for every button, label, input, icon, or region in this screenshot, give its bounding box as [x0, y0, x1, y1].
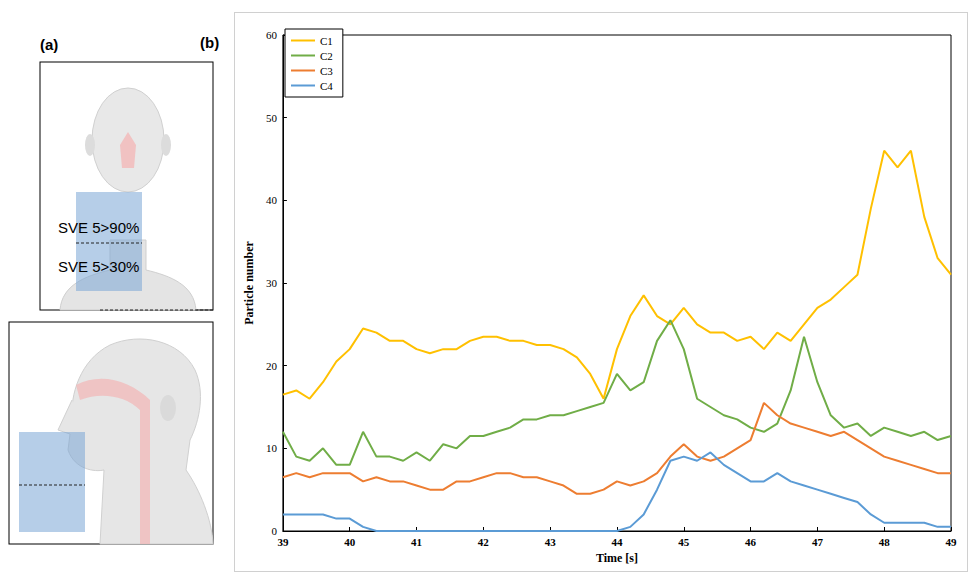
- svg-text:Particle number: Particle number: [242, 241, 256, 325]
- svg-text:C4: C4: [320, 80, 333, 92]
- html-text:(b): (b): [200, 34, 220, 51]
- svg-text:40: 40: [266, 194, 278, 206]
- svg-text:41: 41: [411, 536, 422, 548]
- svg-text:SVE 5>30%: SVE 5>30%: [58, 258, 139, 275]
- svg-text:C2: C2: [320, 50, 333, 62]
- svg-text:30: 30: [266, 277, 278, 289]
- svg-text:48: 48: [879, 536, 891, 548]
- svg-text:46: 46: [745, 536, 757, 548]
- svg-text:Time [s]: Time [s]: [596, 551, 638, 565]
- svg-text:50: 50: [266, 112, 278, 124]
- svg-text:(a): (a): [40, 36, 58, 53]
- svg-text:45: 45: [678, 536, 690, 548]
- svg-text:42: 42: [478, 536, 490, 548]
- svg-text:0: 0: [271, 525, 277, 537]
- svg-text:47: 47: [812, 536, 824, 548]
- svg-text:SVE 5>90%: SVE 5>90%: [58, 219, 139, 236]
- svg-text:10: 10: [266, 442, 278, 454]
- svg-text:39: 39: [277, 536, 289, 548]
- svg-text:C3: C3: [320, 65, 333, 77]
- svg-text:40: 40: [344, 536, 356, 548]
- svg-text:43: 43: [545, 536, 557, 548]
- svg-text:60: 60: [266, 29, 278, 41]
- svg-text:44: 44: [611, 536, 623, 548]
- svg-text:20: 20: [266, 360, 278, 372]
- svg-text:C1: C1: [320, 35, 333, 47]
- svg-text:49: 49: [946, 536, 958, 548]
